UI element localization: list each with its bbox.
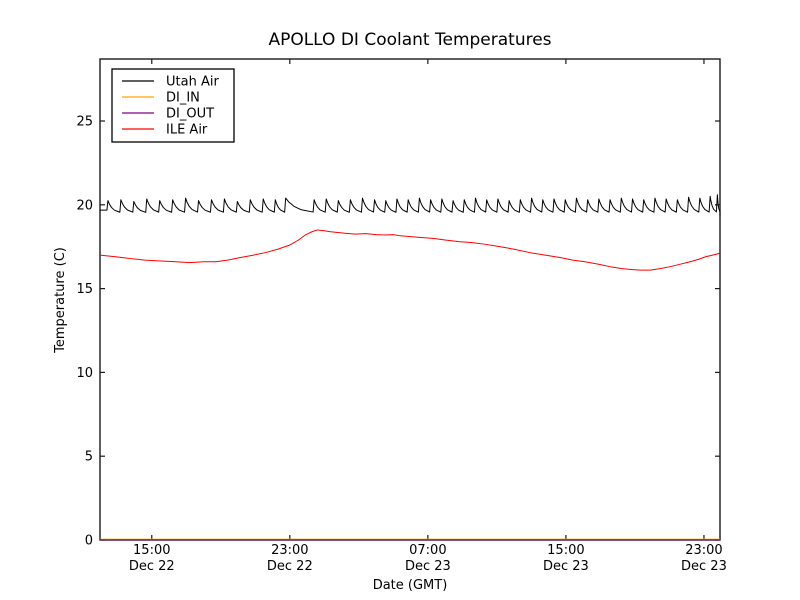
y-tick-label: 25: [76, 115, 93, 130]
legend-label-ile-air: ILE Air: [166, 123, 208, 138]
x-tick-time-label: 23:00: [685, 543, 722, 558]
x-tick-date-label: Dec 23: [681, 559, 727, 574]
x-axis-label: Date (GMT): [373, 578, 448, 593]
series-line-utah-air: [100, 194, 721, 216]
series-line-ile-air: [99, 229, 720, 271]
x-tick-date-label: Dec 23: [405, 559, 451, 574]
y-tick-label: 15: [76, 282, 93, 297]
legend-label-utah-air: Utah Air: [166, 75, 219, 90]
legend-label-di-out: DI_OUT: [166, 107, 214, 122]
x-tick-date-label: Dec 23: [543, 559, 589, 574]
x-tick-time-label: 23:00: [271, 543, 308, 558]
x-tick-time-label: 07:00: [409, 543, 446, 558]
x-tick-time-label: 15:00: [133, 543, 170, 558]
y-tick-label: 20: [76, 198, 93, 213]
x-tick-time-label: 15:00: [547, 543, 584, 558]
x-tick-date-label: Dec 22: [129, 559, 175, 574]
x-tick-date-label: Dec 22: [267, 559, 313, 574]
legend-label-di-in: DI_IN: [166, 91, 200, 106]
y-tick-label: 0: [85, 534, 93, 549]
y-tick-label: 10: [76, 366, 93, 381]
y-tick-label: 5: [85, 450, 93, 465]
chart-title: APOLLO DI Coolant Temperatures: [268, 30, 551, 50]
y-axis-label: Temperature (C): [53, 247, 68, 354]
